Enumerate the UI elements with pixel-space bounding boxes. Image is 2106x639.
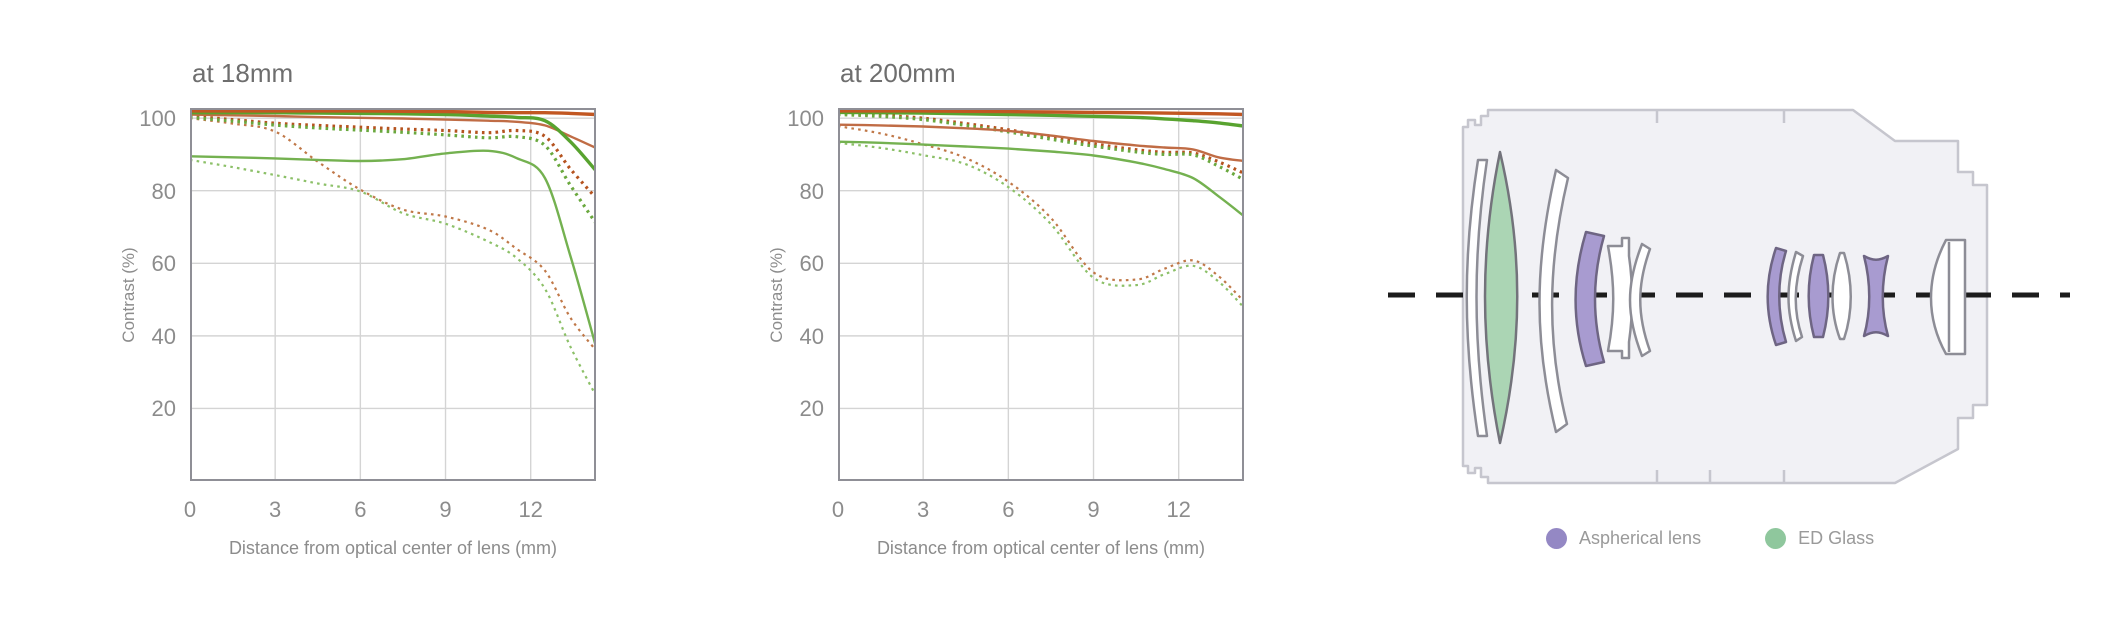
lens-element-ed-glass [1483, 150, 1519, 445]
series-green-dotted-thick-10lpmm-meridional [190, 115, 596, 225]
series-green-dotted-thin-30lpmm-meridional [838, 141, 1244, 309]
x-axis-label-distance: Distance from optical center of lens (mm… [876, 538, 1206, 558]
series-orange-solid-thick-10lpmm-sagittal [190, 109, 596, 117]
series-orange-dotted-thin-30lpmm-meridional [838, 125, 1244, 303]
lens-construction-diagram [1388, 108, 2070, 485]
lens-element-meniscus-2 [1538, 168, 1570, 434]
series-green-dotted-thin-30lpmm-meridional [190, 158, 596, 397]
lens-element-aspherical-3 [1807, 253, 1830, 339]
lens-element-aspherical-1 [1574, 230, 1606, 368]
lens-element-aspherical-2 [1766, 246, 1788, 347]
lens-element-small-biconvex [1831, 251, 1852, 341]
y-tick-80: 80 [151, 178, 176, 204]
x-tick-9: 9 [1087, 497, 1100, 522]
lens-element-front-meniscus [1465, 158, 1489, 438]
y-tick-20: 20 [799, 396, 824, 422]
x-tick-6: 6 [354, 497, 367, 522]
legend-label-aspherical: Aspherical lens [1579, 528, 1702, 548]
chart-title-200mm: at 200mm [840, 58, 956, 88]
x-axis-label-distance: Distance from optical center of lens (mm… [228, 538, 558, 558]
series-orange-solid-thin-30lpmm-sagittal [190, 113, 596, 149]
x-tick-3: 3 [269, 497, 282, 522]
plot-area-200mm [838, 108, 1244, 481]
x-tick-12: 12 [518, 497, 543, 522]
legend-label-ed-glass: ED Glass [1798, 528, 1875, 548]
series-green-solid-thin-30lpmm-sagittal [190, 149, 596, 348]
y-tick-40: 40 [799, 323, 824, 349]
y-tick-100: 100 [139, 106, 176, 132]
series-green-solid-thick-10lpmm-sagittal [190, 111, 596, 172]
ed-glass-dot-icon [1765, 528, 1787, 549]
chart-title-18mm: at 18mm [192, 58, 294, 88]
x-tick-9: 9 [439, 497, 452, 522]
x-tick-12: 12 [1166, 497, 1191, 522]
y-tick-20: 20 [151, 396, 176, 422]
y-tick-100: 100 [787, 106, 824, 132]
series-orange-solid-thin-30lpmm-sagittal [838, 123, 1244, 163]
x-tick-0: 0 [183, 497, 197, 522]
barrel-tick-marks [1655, 110, 1786, 483]
legend-item-aspherical: Aspherical lens [1546, 528, 1701, 549]
aspherical-lens-dot-icon [1546, 528, 1567, 549]
y-tick-40: 40 [151, 323, 176, 349]
plot-area-18mm [190, 108, 596, 481]
lens-element-thin-crescent [1787, 250, 1805, 343]
series-green-dotted-thick-10lpmm-meridional [838, 112, 1244, 182]
series-orange-dotted-thin-30lpmm-meridional [190, 117, 596, 352]
series-green-solid-thick-10lpmm-sagittal [838, 110, 1244, 128]
x-tick-3: 3 [917, 497, 930, 522]
x-tick-0: 0 [831, 497, 845, 522]
lens-diagram-legend: Aspherical lens ED Glass [1546, 528, 1874, 549]
lens-element-flanged [1606, 236, 1634, 360]
lens-element-small-meniscus [1628, 242, 1652, 358]
x-tick-6: 6 [1002, 497, 1015, 522]
y-tick-60: 60 [799, 251, 824, 277]
y-tick-80: 80 [799, 178, 824, 204]
series-green-solid-thin-30lpmm-sagittal [838, 140, 1244, 218]
series-orange-dotted-thick-10lpmm-meridional [190, 114, 596, 200]
lens-element-aspherical-biconcave [1862, 254, 1890, 338]
legend-item-ed-glass: ED Glass [1765, 528, 1874, 549]
series-orange-solid-thick-10lpmm-sagittal [838, 109, 1244, 117]
y-tick-60: 60 [151, 251, 176, 277]
